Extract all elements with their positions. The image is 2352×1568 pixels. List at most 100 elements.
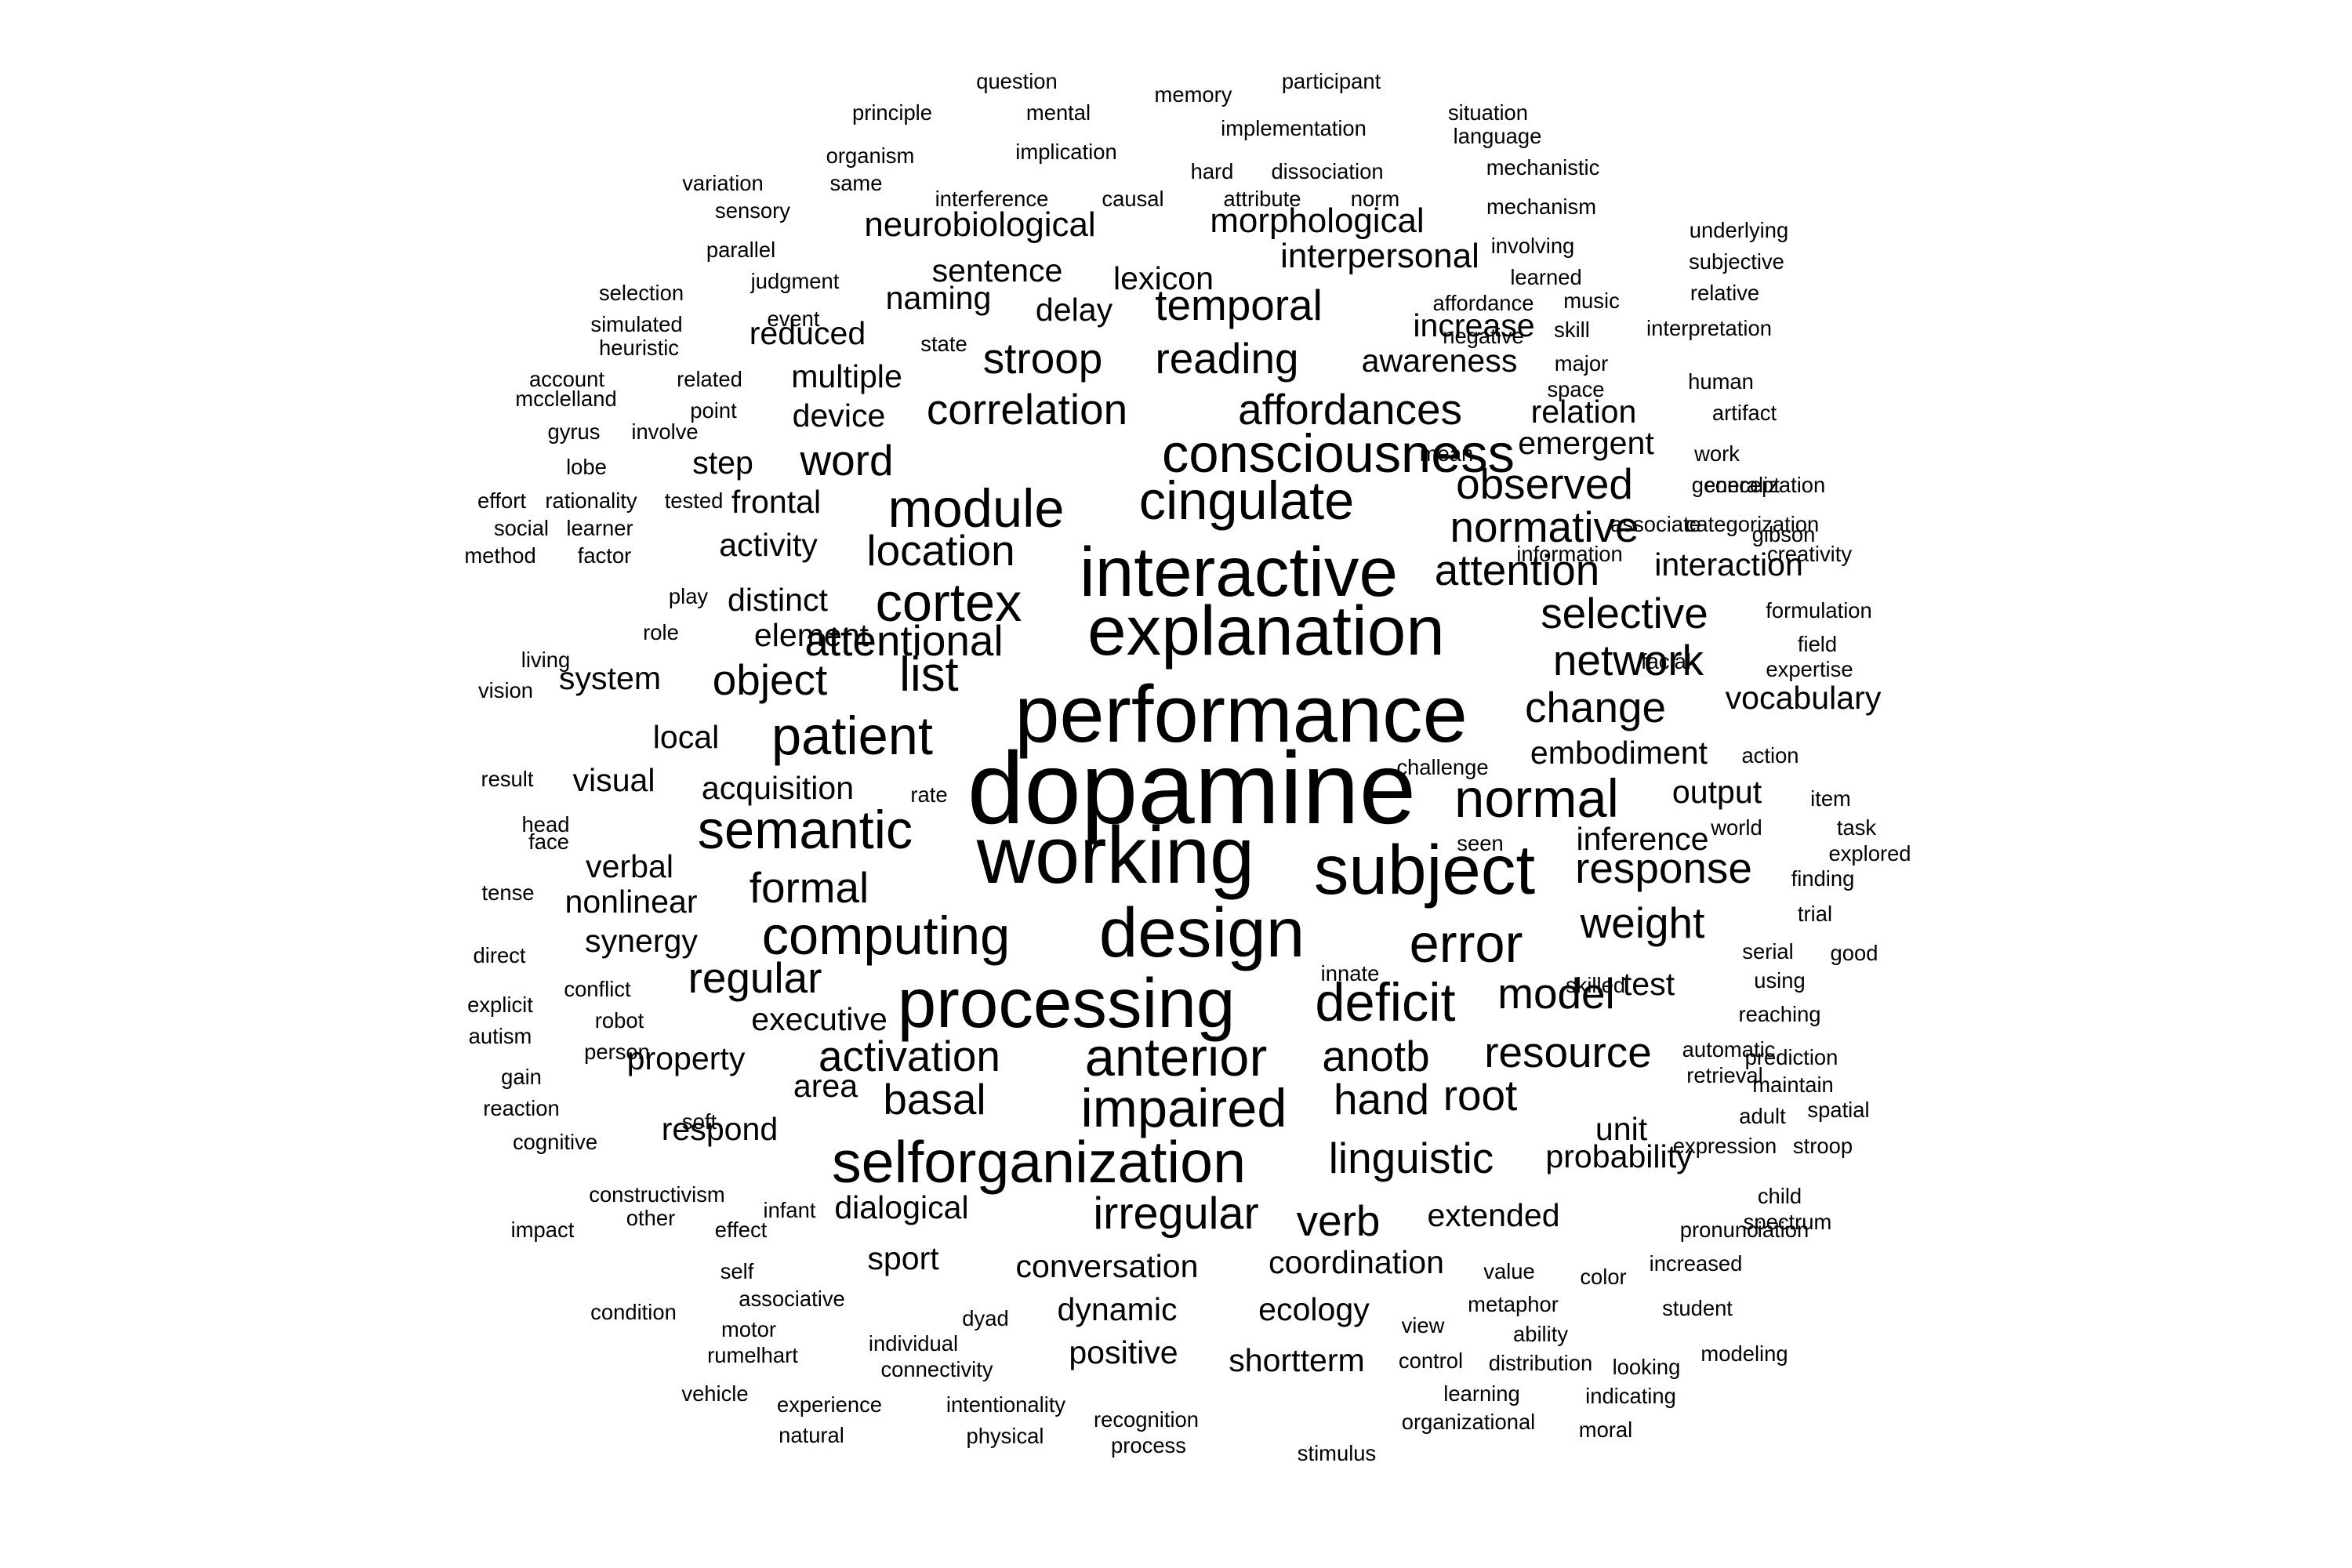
cloud-word: skill — [1554, 318, 1590, 342]
cloud-word: event — [767, 307, 820, 331]
cloud-word: shortterm — [1229, 1342, 1365, 1378]
cloud-word: affordances — [1238, 385, 1462, 434]
cloud-word: irregular — [1093, 1189, 1259, 1239]
cloud-word: language — [1453, 124, 1542, 148]
cloud-word: heuristic — [599, 336, 679, 360]
cloud-word: implication — [1015, 140, 1117, 164]
cloud-word: trial — [1797, 902, 1833, 926]
cloud-word: basal — [883, 1075, 986, 1123]
cloud-word: spatial — [1807, 1098, 1870, 1122]
cloud-word: regular — [688, 953, 822, 1002]
cloud-word: question — [976, 69, 1058, 93]
cloud-word: design — [1098, 893, 1305, 971]
cloud-word: robot — [594, 1008, 644, 1033]
cloud-word: associative — [739, 1287, 845, 1311]
cloud-word: gibson — [1751, 522, 1816, 546]
cloud-word: stroop — [982, 334, 1103, 383]
cloud-word: interpretation — [1646, 316, 1772, 340]
cloud-word: individual — [868, 1331, 959, 1356]
cloud-word: other — [626, 1206, 676, 1230]
cloud-word: point — [690, 398, 737, 423]
cloud-word: generalization — [1691, 473, 1826, 497]
cloud-word: involve — [631, 419, 699, 444]
cloud-word: human — [1688, 369, 1754, 394]
cloud-word: negative — [1443, 324, 1524, 348]
cloud-word: dissociation — [1271, 159, 1384, 183]
cloud-word: play — [668, 584, 709, 608]
cloud-word: inference — [1576, 821, 1709, 857]
cloud-word: implementation — [1221, 116, 1367, 140]
cloud-word: indicating — [1585, 1384, 1676, 1408]
cloud-word: variation — [682, 171, 764, 195]
cloud-word: lexicon — [1113, 260, 1214, 296]
cloud-word: computing — [761, 906, 1011, 966]
cloud-word: good — [1830, 941, 1878, 965]
cloud-word: distribution — [1488, 1351, 1593, 1375]
cloud-word: stroop — [1792, 1134, 1853, 1158]
cloud-word: soft — [681, 1109, 717, 1134]
cloud-word: activation — [818, 1032, 1000, 1080]
cloud-word: word — [800, 436, 894, 485]
cloud-word: mechanism — [1486, 194, 1597, 219]
cloud-word: view — [1401, 1313, 1445, 1338]
cloud-word: process — [1111, 1433, 1186, 1457]
cloud-word: object — [712, 655, 828, 704]
cloud-word: motor — [720, 1317, 777, 1341]
cloud-word: dialogical — [834, 1189, 969, 1225]
cloud-word: gain — [501, 1065, 542, 1089]
cloud-word: intentionality — [946, 1392, 1066, 1417]
cloud-word: step — [692, 445, 753, 481]
cloud-word: stimulus — [1297, 1441, 1377, 1465]
cloud-word: interference — [935, 187, 1049, 211]
cloud-word: effect — [714, 1218, 768, 1242]
cloud-word: child — [1757, 1184, 1802, 1208]
cloud-word: interpersonal — [1280, 237, 1479, 275]
cloud-word: verbal — [586, 848, 673, 884]
cloud-word: state — [920, 332, 967, 356]
cloud-word: memory — [1154, 82, 1232, 107]
cloud-word: anotb — [1322, 1032, 1430, 1080]
cloud-word: area — [793, 1068, 858, 1104]
cloud-word: infant — [763, 1198, 816, 1222]
cloud-word: observed — [1456, 459, 1633, 508]
cloud-word: social — [493, 516, 550, 540]
cloud-word: related — [677, 367, 742, 391]
cloud-word: recognition — [1094, 1407, 1199, 1432]
cloud-word: coordination — [1269, 1244, 1444, 1280]
cloud-word: normative — [1450, 503, 1639, 551]
cloud-word: respond — [661, 1111, 779, 1147]
cloud-word: probability — [1545, 1138, 1693, 1174]
cloud-word: patient — [771, 706, 933, 766]
cloud-word: explored — [1828, 841, 1911, 866]
cloud-word: spectrum — [1743, 1210, 1832, 1234]
cloud-word: reading — [1155, 334, 1299, 383]
cloud-word: rationality — [545, 488, 637, 513]
cloud-word: expertise — [1766, 657, 1853, 681]
cloud-word: interaction — [1654, 546, 1803, 583]
cloud-word: gyrus — [547, 419, 601, 444]
cloud-word: awareness — [1361, 343, 1518, 379]
cloud-word: positive — [1069, 1334, 1178, 1370]
cloud-word: seen — [1457, 831, 1504, 855]
cloud-word: deficit — [1315, 972, 1456, 1033]
cloud-word: impact — [510, 1218, 575, 1242]
cloud-word: vision — [477, 678, 534, 702]
cloud-word: morphological — [1210, 201, 1425, 240]
cloud-word: vehicle — [681, 1381, 749, 1406]
cloud-word: judgment — [750, 269, 840, 293]
cloud-word: formulation — [1766, 598, 1872, 622]
cloud-word: associate — [1610, 512, 1701, 536]
cloud-word: local — [652, 719, 720, 755]
cloud-word: reaction — [483, 1096, 560, 1120]
cloud-word: action — [1741, 743, 1799, 768]
cloud-word: moral — [1578, 1417, 1633, 1442]
cloud-word: learned — [1510, 265, 1582, 289]
cloud-word: attention — [1434, 546, 1600, 594]
cloud-word: explicit — [467, 993, 533, 1017]
cloud-word: increase — [1413, 307, 1535, 343]
cloud-word: reduced — [749, 315, 866, 351]
cloud-word: self — [720, 1259, 754, 1283]
cloud-word: work — [1694, 441, 1740, 466]
cloud-word: cortex — [875, 572, 1022, 633]
cloud-word: challenge — [1396, 755, 1489, 779]
